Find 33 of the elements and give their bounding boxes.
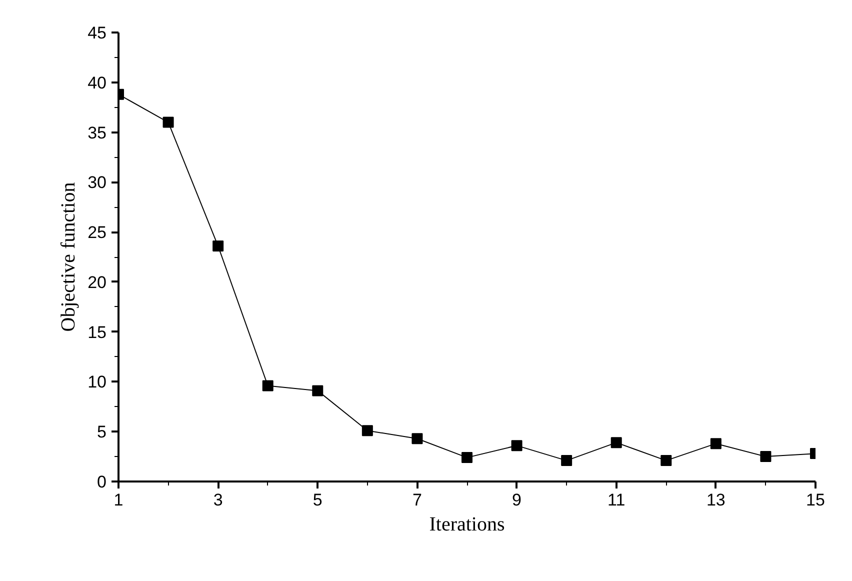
- x-tick-label: 7: [412, 490, 422, 510]
- point: [262, 380, 274, 392]
- y-tick-label: 35: [88, 123, 107, 142]
- y-tick-label: 20: [88, 272, 107, 292]
- x-axis-title: Iterations: [429, 514, 505, 536]
- x-tick-label: 11: [608, 490, 626, 510]
- y-tick-label: 15: [88, 322, 107, 342]
- point: [710, 438, 722, 450]
- x-tick-label: 13: [706, 490, 726, 510]
- y-axis-title: Objective function: [58, 182, 80, 332]
- x-tick-label: 1: [114, 490, 124, 510]
- x-tick-label: 9: [512, 490, 522, 510]
- point: [462, 452, 472, 464]
- x-tick-label: 3: [213, 490, 223, 510]
- point: [312, 385, 324, 396]
- point: [610, 437, 622, 448]
- y-tick-label: 40: [88, 73, 107, 92]
- point: [412, 433, 423, 444]
- y-tick-label: 45: [88, 24, 107, 42]
- x-tick-label: 15: [806, 490, 825, 510]
- point: [162, 116, 174, 128]
- y-tick-label: 0: [97, 472, 107, 492]
- point: [561, 455, 572, 466]
- x-tick-label: 5: [312, 490, 322, 510]
- point: [511, 440, 522, 452]
- point: [362, 425, 373, 436]
- y-tick-label: 25: [88, 223, 107, 242]
- point: [760, 451, 772, 462]
- point: [212, 240, 224, 252]
- point: [660, 455, 672, 466]
- y-tick-label: 5: [97, 422, 107, 442]
- y-tick-label: 30: [88, 173, 107, 192]
- y-tick-label: 10: [88, 372, 107, 392]
